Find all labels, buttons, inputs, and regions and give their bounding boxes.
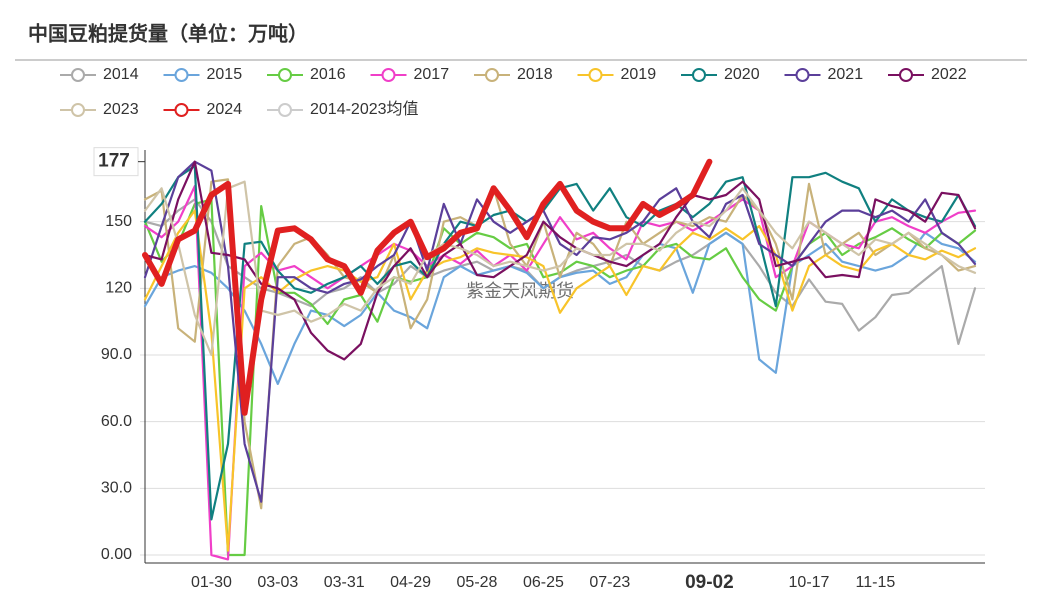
highlight-y-label: 177 — [98, 151, 130, 172]
legend-marker — [174, 68, 189, 82]
series-line — [143, 178, 977, 510]
legend-label: 2022 — [931, 66, 967, 83]
legend-item: 2016 — [267, 66, 346, 83]
y-tick-label: 30.0 — [101, 480, 132, 497]
legend-item: 2020 — [681, 66, 760, 83]
series-line — [143, 209, 977, 552]
legend-label: 2017 — [414, 66, 450, 83]
legend-item: 2017 — [370, 66, 450, 83]
y-tick-label: 60.0 — [101, 413, 132, 430]
legend-label: 2020 — [724, 66, 760, 83]
highlight-x-label: 09-02 — [685, 572, 734, 593]
legend-label: 2023 — [103, 101, 139, 118]
legend-item: 2015 — [163, 66, 243, 83]
legend-marker — [381, 68, 396, 82]
legend-label: 2016 — [310, 66, 346, 83]
legend-marker — [899, 68, 913, 82]
highlight-x-box — [675, 570, 744, 596]
x-tick-label: 06-25 — [523, 574, 564, 591]
series-line — [143, 160, 977, 361]
legend-label: 2019 — [621, 66, 657, 83]
legend-marker — [588, 68, 603, 82]
legend-label: 2021 — [828, 66, 864, 83]
legend-item: 2021 — [784, 66, 864, 83]
x-tick-label: 10-17 — [789, 574, 830, 591]
x-tick-label: 04-29 — [390, 574, 431, 591]
legend-marker — [71, 68, 85, 82]
legend-item: 2019 — [577, 66, 657, 83]
legend-label: 2024 — [207, 101, 243, 118]
legend-marker — [174, 103, 189, 117]
legend-marker — [278, 68, 292, 82]
legend-label: 2014 — [103, 66, 139, 83]
x-tick-label: 03-31 — [324, 574, 365, 591]
legend-item: 2024 — [163, 101, 243, 118]
legend-item: 2018 — [474, 66, 553, 83]
legend-marker — [692, 68, 706, 82]
legend-item: 2014-2023均值 — [267, 100, 419, 118]
legend-label: 2018 — [517, 66, 553, 83]
series-line — [143, 160, 977, 503]
legend-item: 2023 — [60, 101, 139, 118]
x-tick-label: 11-15 — [856, 574, 896, 591]
chart-title: 中国豆粕提货量（单位：万吨） — [28, 21, 308, 45]
x-tick-label: 03-03 — [257, 574, 298, 591]
x-tick-label: 01-30 — [191, 574, 232, 591]
y-tick-label: 90.0 — [101, 346, 132, 363]
legend-marker — [71, 103, 85, 117]
legend-marker — [485, 68, 499, 82]
legend-label: 2014-2023均值 — [310, 100, 419, 118]
x-tick-label: 07-23 — [589, 574, 630, 591]
y-tick-label: 150 — [105, 213, 132, 230]
legend-item: 2014 — [60, 66, 139, 83]
x-tick-label: 05-28 — [457, 574, 498, 591]
y-tick-label: 120 — [105, 280, 132, 297]
y-tick-label: 0.00 — [101, 546, 132, 563]
legend-marker — [278, 103, 292, 117]
legend-marker — [795, 68, 810, 82]
watermark: 紫金天风期货 — [466, 281, 574, 301]
legend-item: 2022 — [888, 66, 967, 83]
series-line — [143, 180, 977, 357]
series-line — [142, 158, 713, 416]
legend-label: 2015 — [207, 66, 243, 83]
